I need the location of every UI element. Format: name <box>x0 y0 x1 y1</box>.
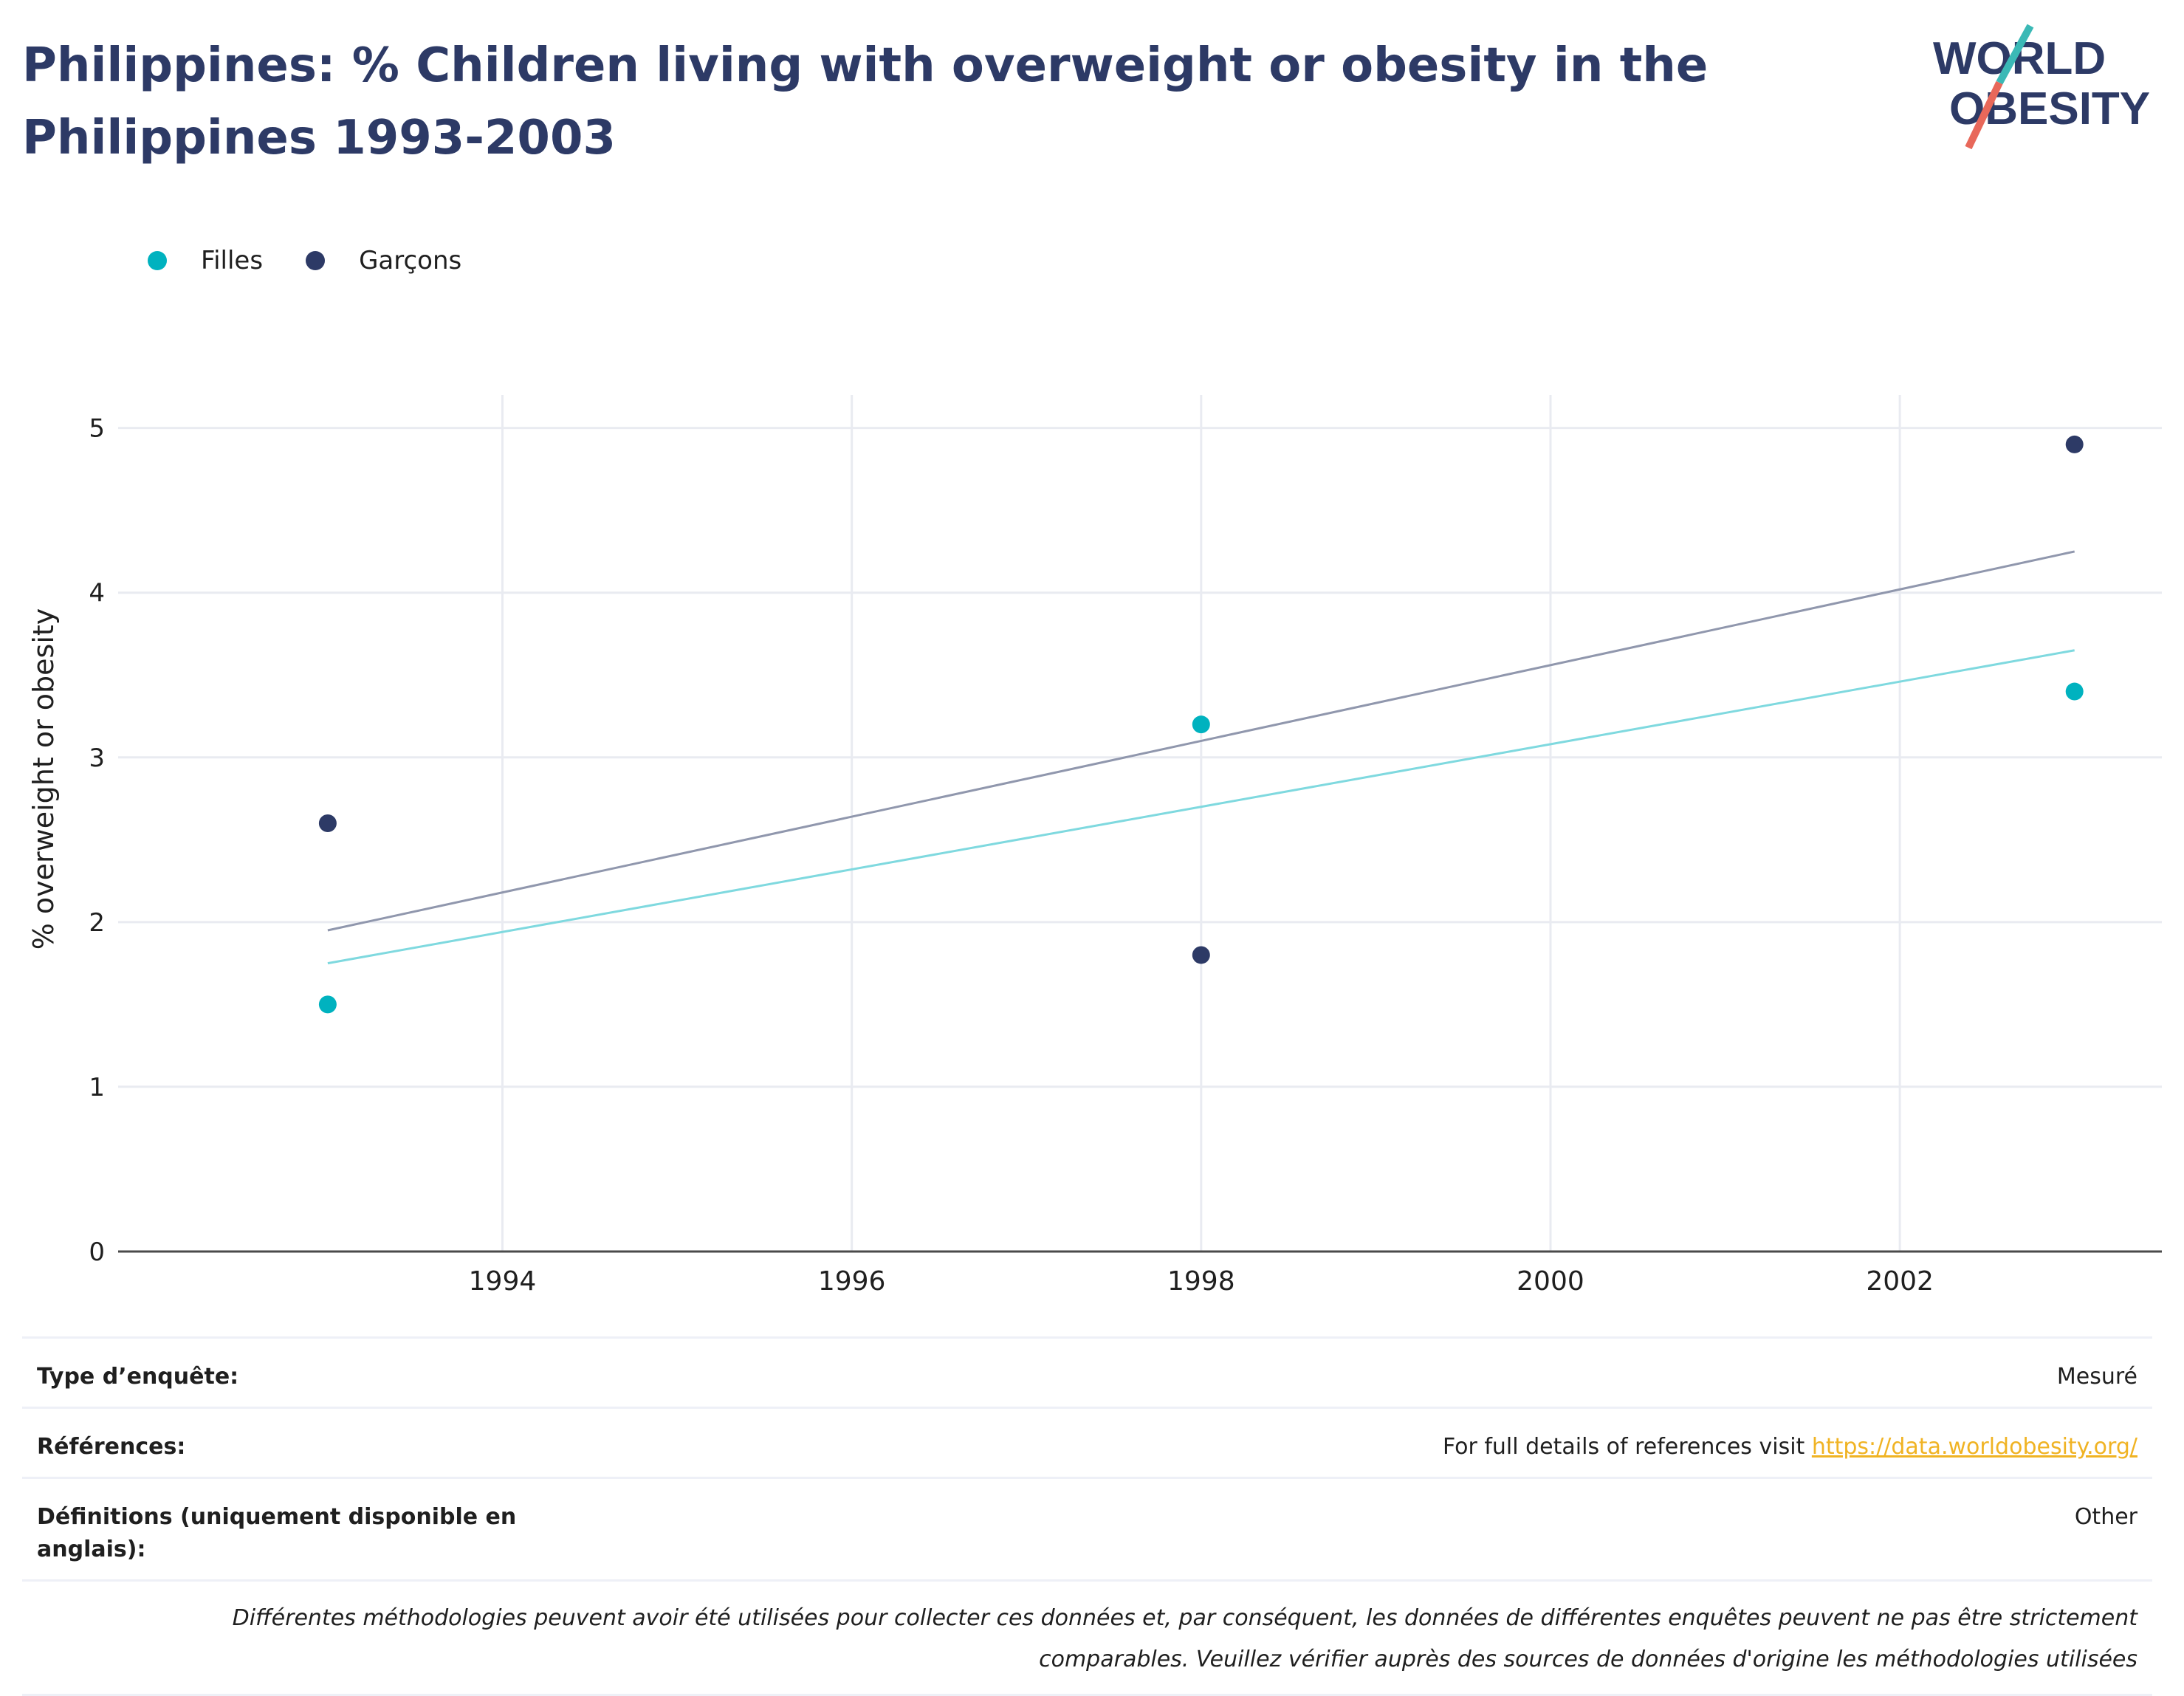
x-tick-label: 1996 <box>818 1266 886 1297</box>
logo-slash-red <box>1965 80 2003 150</box>
x-tick-label: 2000 <box>1517 1266 1584 1297</box>
world-obesity-logo: WORLD OBESITY <box>1933 24 2150 150</box>
data-point-filles <box>1192 715 1210 734</box>
references-label: Références: <box>37 1434 186 1460</box>
disclaimer-line-2: comparables. Veuillez vérifier auprès de… <box>1039 1647 2137 1672</box>
x-tick-label: 1994 <box>469 1266 537 1297</box>
references-text: For full details of references visit <box>1442 1434 1812 1460</box>
y-tick-label: 4 <box>89 579 105 608</box>
definitions-value: Other <box>2074 1504 2137 1530</box>
x-tick-label: 1998 <box>1167 1266 1235 1297</box>
legend-label-garcons: Garçons <box>359 246 462 275</box>
legend-item-garcons[interactable]: Garçons <box>306 246 461 275</box>
y-tick-label: 3 <box>89 744 105 773</box>
definitions-label: Définitions (uniquement disponible en an… <box>37 1504 517 1562</box>
info-table: Type d’enquête: Mesuré Références: For f… <box>22 1336 2152 1696</box>
references-link[interactable]: https://data.worldobesity.org/ <box>1811 1434 2137 1460</box>
chart-title: Philippines: % Children living with over… <box>22 38 1709 165</box>
y-tick-label: 0 <box>89 1237 105 1267</box>
logo-slash-teal <box>1996 24 2034 85</box>
legend-marker-garcons <box>306 251 326 270</box>
scatter-chart: 1994 1996 1998 2000 2002 0 1 2 3 4 5 % overweight o… <box>27 395 2162 1297</box>
data-point-filles <box>2065 682 2084 701</box>
info-row-references: Références: For full details of referenc… <box>22 1407 2152 1477</box>
disclaimer-line-1: Différentes méthodologies peuvent avoir … <box>232 1605 2137 1631</box>
data-point-garcons <box>2065 435 2084 453</box>
chart-legend: Filles Garçons <box>148 240 504 281</box>
legend-item-filles[interactable]: Filles <box>148 246 263 275</box>
trend-line-filles <box>327 649 2075 965</box>
y-tick-label: 2 <box>89 908 105 938</box>
references-value: For full details of references visit htt… <box>1443 1431 2137 1463</box>
y-tick-label: 1 <box>89 1073 105 1102</box>
data-point-garcons <box>318 814 337 832</box>
survey-type-value: Mesuré <box>2056 1364 2137 1390</box>
trend-line-garcons <box>327 550 2075 932</box>
y-axis-title: % overweight or obesity <box>27 608 60 950</box>
info-row-survey-type: Type d’enquête: Mesuré <box>22 1336 2152 1407</box>
legend-marker-filles <box>148 251 167 270</box>
info-row-definitions: Définitions (uniquement disponible en an… <box>22 1477 2152 1579</box>
x-tick-label: 2002 <box>1866 1266 1934 1297</box>
legend-label-filles: Filles <box>201 246 264 275</box>
y-tick-label: 5 <box>89 414 105 444</box>
info-row-disclaimer: Différentes méthodologies peuvent avoir … <box>22 1579 2152 1696</box>
data-point-garcons <box>1192 946 1210 964</box>
survey-type-label: Type d’enquête: <box>37 1364 239 1390</box>
data-point-filles <box>318 995 337 1014</box>
